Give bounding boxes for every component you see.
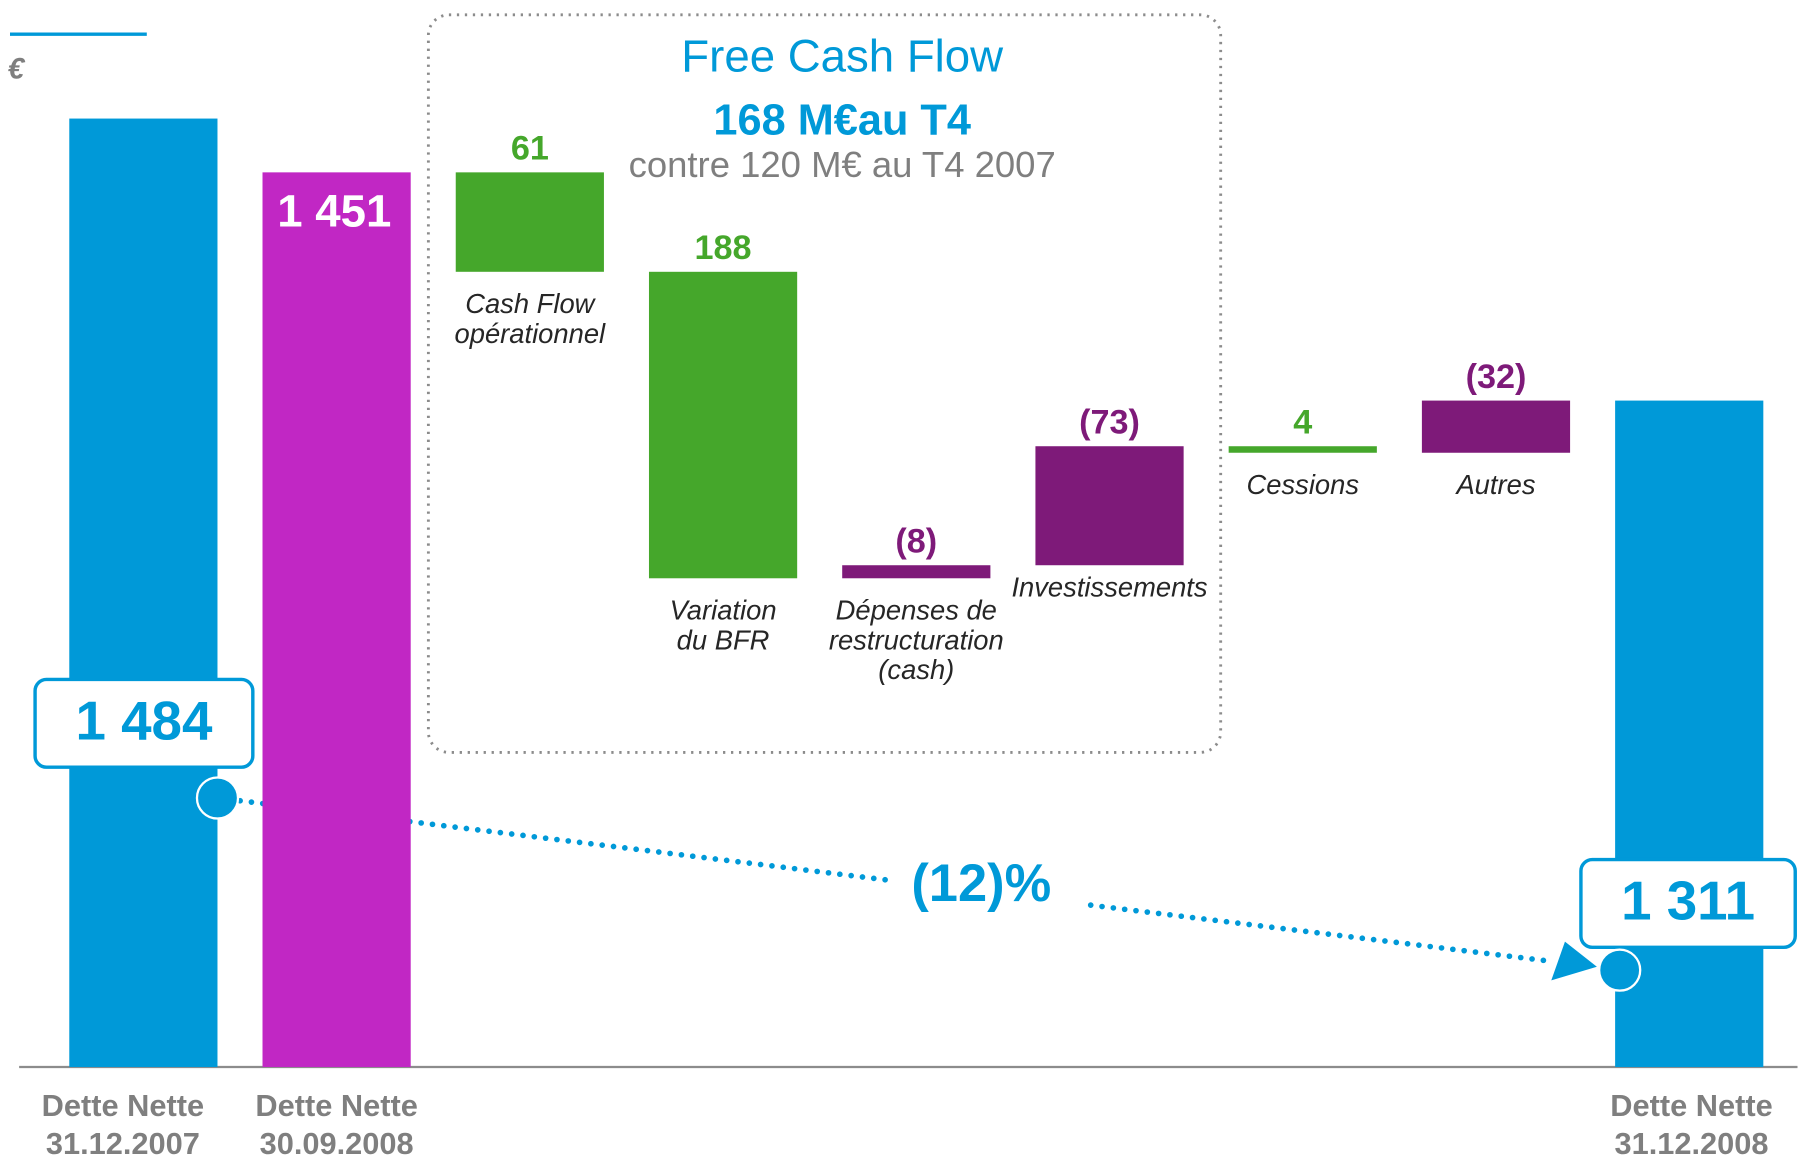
value-label: (32) xyxy=(1466,358,1527,396)
fcf-note: contre 120 M€ au T4 2007 xyxy=(629,144,1056,185)
category-label: Variation xyxy=(670,595,777,626)
fcf-frame xyxy=(426,13,1223,754)
value-label: (8) xyxy=(895,523,937,561)
category-label: (cash) xyxy=(878,654,954,685)
bar xyxy=(1421,400,1571,453)
category-label: Dépenses de xyxy=(836,595,997,626)
value-label: 61 xyxy=(511,130,549,168)
bar xyxy=(1228,446,1377,453)
value-box xyxy=(33,677,255,769)
category-label: 30.09.2008 xyxy=(260,1126,414,1161)
trend-line xyxy=(1087,902,1552,964)
value-box xyxy=(1579,857,1797,950)
category-label: Cash Flow xyxy=(465,288,596,319)
fcf-title: Free Cash Flow xyxy=(681,30,1004,81)
category-label: Investissements xyxy=(1011,571,1207,602)
category-label: Dette Nette xyxy=(1610,1088,1772,1123)
category-label: Autres xyxy=(1454,469,1535,500)
value-label: 1 311 xyxy=(1621,870,1755,932)
bar xyxy=(455,172,604,272)
category-label: Cessions xyxy=(1246,469,1359,500)
category-label: 31.12.2007 xyxy=(46,1126,200,1161)
bar xyxy=(648,271,798,579)
bar xyxy=(1615,400,1764,1068)
value-label: (73) xyxy=(1079,404,1140,442)
trend-point xyxy=(195,776,240,820)
bar xyxy=(842,565,991,579)
bar xyxy=(1035,446,1184,566)
trend-arrowhead xyxy=(1551,941,1597,981)
unit-label: € xyxy=(8,53,26,86)
bar xyxy=(262,172,411,1068)
trend-point xyxy=(1598,948,1642,992)
value-label: 188 xyxy=(695,229,752,267)
value-label: 4 xyxy=(1293,404,1312,442)
value-label: 1 451 xyxy=(277,185,391,236)
category-label: du BFR xyxy=(677,624,770,655)
category-label: Dette Nette xyxy=(42,1088,204,1123)
change-label: (12)% xyxy=(911,855,1051,913)
category-label: 31.12.2008 xyxy=(1615,1126,1769,1161)
category-label: opérationnel xyxy=(455,318,607,349)
category-label: Dette Nette xyxy=(255,1088,417,1123)
fcf-subtitle: 168 M€au T4 xyxy=(713,97,971,145)
bar xyxy=(69,118,218,1068)
chart-body: € Free Cash Flow 168 M€au T4 contre 120 … xyxy=(8,13,1798,1161)
value-label: 1 484 xyxy=(75,689,212,751)
category-label: restructuration xyxy=(829,624,1004,655)
